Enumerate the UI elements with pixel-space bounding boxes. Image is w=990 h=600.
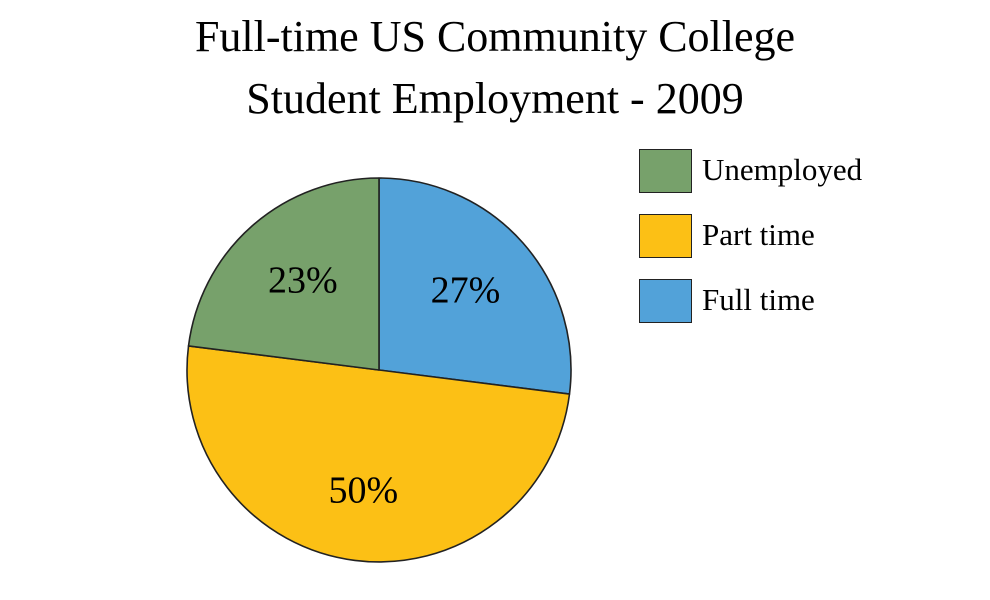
pie-label-unemployed: 23% [268, 259, 338, 301]
pie-label-full-time: 27% [431, 270, 501, 312]
legend-swatch-part-time [639, 214, 692, 258]
legend-swatch-unemployed [639, 149, 692, 193]
legend-label-full-time: Full time [702, 282, 815, 317]
legend-swatch-full-time [639, 279, 692, 323]
pie-slice-full-time [378, 177, 572, 395]
pie-slice-unemployed [187, 177, 380, 371]
legend-label-unemployed: Unemployed [702, 152, 863, 187]
chart-title: Full-time US Community College Student E… [0, 6, 990, 130]
chart-title-line-1: Full-time US Community College [194, 12, 796, 61]
pie-label-part-time: 50% [329, 470, 399, 512]
chart-title-line-2: Student Employment - 2009 [246, 74, 744, 123]
legend-label-part-time: Part time [702, 217, 815, 252]
pie-slice-part-time [186, 345, 571, 563]
